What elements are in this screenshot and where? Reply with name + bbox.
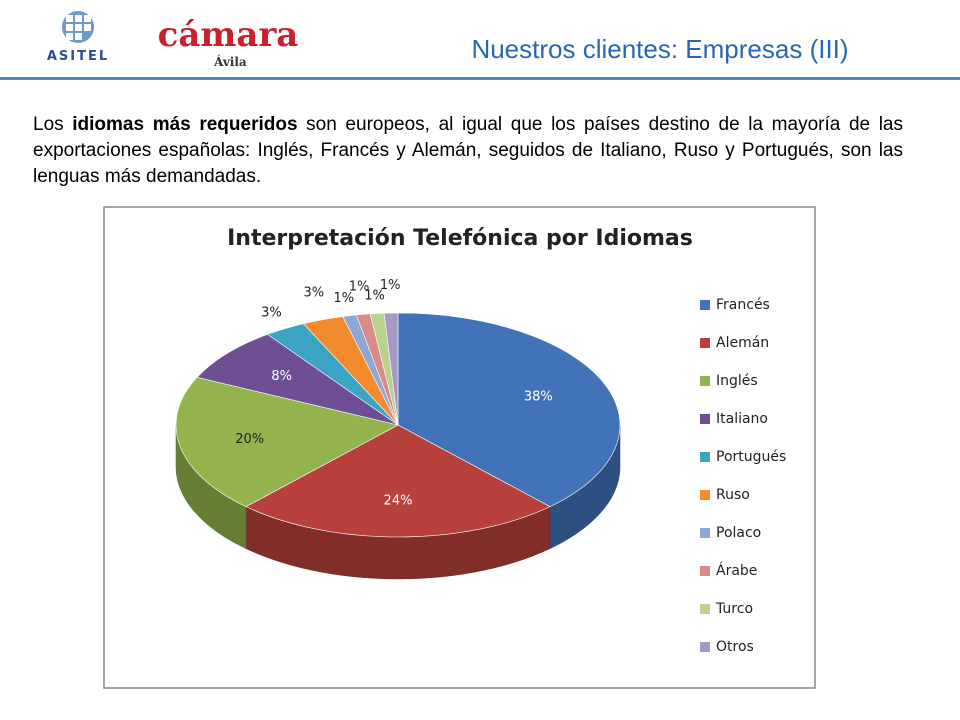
data-label: 24% [384, 494, 413, 509]
legend-label: Italiano [716, 411, 768, 427]
legend-label: Polaco [716, 525, 761, 541]
chart: Interpretación Telefónica por Idiomas 38… [103, 206, 816, 689]
legend-label: Árabe [716, 562, 757, 579]
legend-swatch [700, 490, 710, 500]
legend-swatch [700, 566, 710, 576]
data-label: 3% [303, 285, 324, 300]
legend-swatch [700, 528, 710, 538]
legend-swatch [700, 300, 710, 310]
legend-label: Portugués [716, 449, 786, 465]
pie-slice [397, 312, 621, 507]
logo-right: cámara [158, 15, 299, 55]
pie-slice [196, 334, 399, 426]
legend-swatch [700, 376, 710, 386]
data-label: 1% [380, 278, 401, 293]
data-label: 1% [349, 280, 370, 295]
header: ASITEL cámara Ávila Nuestros clientes: E… [0, 11, 960, 80]
legend-label: Alemán [716, 335, 769, 351]
pie-slice [175, 376, 399, 507]
legend-swatch [700, 338, 710, 348]
logo-right-sub: Ávila [213, 54, 247, 69]
body-text: Los idiomas más requeridos son europeos,… [33, 112, 903, 190]
data-label: 8% [271, 369, 292, 384]
legend-label: Ruso [716, 487, 750, 503]
bold-text: idiomas más requeridos [72, 114, 298, 135]
text: Los [33, 114, 73, 135]
legend-swatch [700, 452, 710, 462]
pie-slice [245, 424, 551, 538]
data-label: 1% [333, 291, 354, 306]
legend-swatch [700, 604, 710, 614]
data-label: 1% [364, 289, 385, 304]
asitel-icon [62, 11, 94, 43]
legend-swatch [700, 414, 710, 424]
text: son europeos, al igual que los países de… [33, 114, 903, 187]
legend-label: Inglés [716, 373, 758, 389]
logo-left: ASITEL [47, 49, 109, 64]
legend-label: Francés [716, 297, 770, 313]
slide-title: Nuestros clientes: Empresas (III) [471, 34, 848, 64]
legend-label: Otros [716, 639, 754, 655]
chart-title: Interpretación Telefónica por Idiomas [227, 226, 693, 251]
pie-slice [383, 312, 399, 426]
legend-swatch [700, 642, 710, 652]
data-label: 3% [261, 306, 282, 321]
data-label: 38% [524, 389, 553, 404]
legend-label: Turco [715, 601, 753, 617]
header-rule [0, 77, 960, 80]
data-label: 20% [235, 432, 264, 447]
